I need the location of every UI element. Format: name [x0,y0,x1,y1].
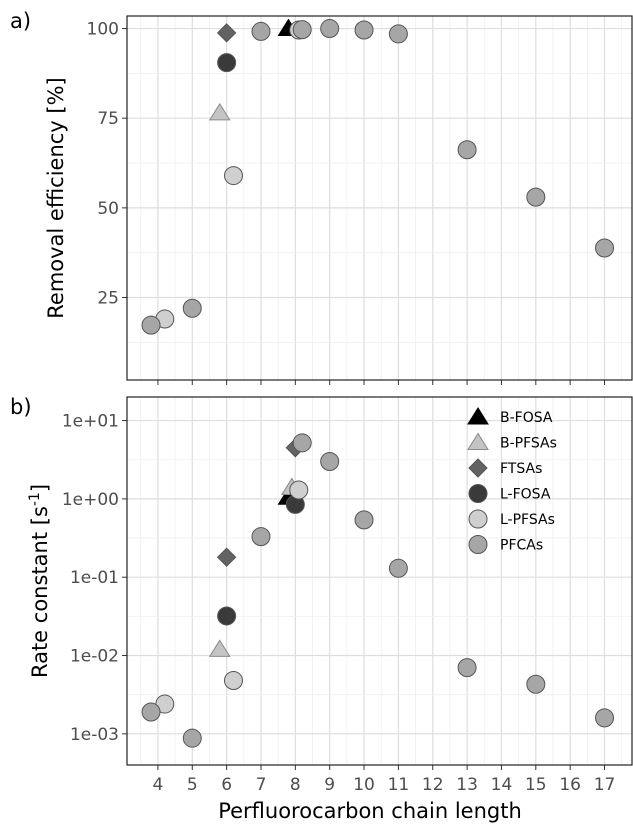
x-axis-ticks: 4 5 6 7 8 9 10 11 12 13 14 15 16 17 [153,775,616,795]
point-pfcas [595,238,615,258]
x-tick-label: 7 [256,775,267,795]
point-l-fosa [217,53,237,73]
point-pfcas [595,708,615,728]
y-tick-label: 1e+00 [62,490,119,510]
point-l-pfsas [289,480,309,500]
panel-a-frame [126,15,633,381]
legend-key-l-pfsas [468,509,488,529]
point-pfcas [388,558,408,578]
legend-key-b-pfsas [467,432,489,450]
point-pfcas [251,21,271,41]
legend-label-b-pfsas: B-PFSAs [500,436,557,452]
x-tick-label: 6 [221,775,232,795]
panel-a: a) 25 50 75 100 Removal efficiency [%] [10,9,633,385]
point-ftsas [216,547,237,567]
x-tick-label: 17 [594,775,616,795]
y-tick-label: 25 [97,289,119,309]
y-tick-label: 50 [97,199,119,219]
legend-key-l-fosa [468,484,488,503]
point-pfcas [457,658,477,678]
point-l-pfsas [223,670,243,690]
point-pfcas [251,527,271,547]
panel-b-grid [127,397,632,765]
point-pfcas [526,187,546,207]
y-tick-label: 1e+01 [62,412,119,432]
x-tick-label: 4 [153,775,164,795]
point-pfcas [182,298,202,318]
point-pfcas [354,20,374,40]
point-l-fosa [217,606,237,626]
panel-b-y-axis-label-sup: -1 [27,492,43,506]
legend-label-l-fosa: L-FOSA [500,487,551,503]
x-tick-label: 9 [324,775,335,795]
y-tick-label: 1e-03 [70,725,119,745]
x-tick-label: 16 [559,775,581,795]
point-pfcas [320,19,340,39]
x-tick-label: 12 [422,775,444,795]
panel-a-label: a) [10,9,31,33]
point-pfcas [292,20,312,40]
panel-a-y-axis-label: Removal efficiency [%] [44,77,68,319]
legend-key-ftsas [468,458,488,478]
point-pfcas [141,315,161,335]
point-pfcas [182,728,202,748]
y-tick-label: 100 [87,20,119,40]
x-axis-label: Perfluorocarbon chain length [218,799,522,823]
legend-key-b-fosa [467,407,489,425]
panel-b-y-axis-label: Rate constant [s-1] [27,484,52,678]
panel-b-ticks: 1e-03 1e-02 1e-01 1e+00 1e+01 [62,412,606,770]
panel-a-ticks: 25 50 75 100 [87,20,606,385]
legend-label-ftsas: FTSAs [500,461,542,477]
x-tick-label: 8 [290,775,301,795]
point-b-pfsas [208,102,231,121]
x-tick-label: 11 [388,775,410,795]
panel-b-label: b) [10,395,32,419]
panel-b-frame [126,396,633,766]
x-tick-label: 5 [187,775,198,795]
point-b-pfsas [208,639,231,657]
point-pfcas [292,433,312,453]
y-tick-label: 1e-02 [70,647,119,667]
panel-b: b) 1e-03 1e-02 1e-01 1e+00 1e+01 Rate consta… [10,395,633,823]
point-pfcas [457,140,477,160]
panel-a-points [141,18,615,335]
point-pfcas [320,452,340,472]
legend-label-l-pfsas: L-PFSAs [500,512,555,528]
legend-label-pfcas: PFCAs [500,538,543,554]
legend-label-b-fosa: B-FOSA [500,410,553,426]
point-l-pfsas [223,166,243,186]
x-tick-label: 14 [491,775,513,795]
x-tick-label: 13 [456,775,478,795]
y-tick-label: 1e-01 [70,568,119,588]
point-pfcas [141,702,161,722]
x-tick-label: 15 [525,775,547,795]
panel-a-grid [127,16,632,380]
point-pfcas [354,510,374,530]
panel-b-y-axis-label-close: ] [28,484,52,492]
point-ftsas [216,23,237,43]
legend-key-pfcas [468,535,488,554]
point-pfcas [526,674,546,694]
panel-b-y-axis-label-main: Rate constant [s [28,506,52,678]
point-pfcas [388,24,408,44]
x-tick-label: 10 [353,775,375,795]
legend: B-FOSA B-PFSAs FTSAs L-FOSA L-PFSAs PFCAs [467,407,557,554]
panel-b-points [141,433,615,748]
y-tick-label: 75 [97,109,119,129]
